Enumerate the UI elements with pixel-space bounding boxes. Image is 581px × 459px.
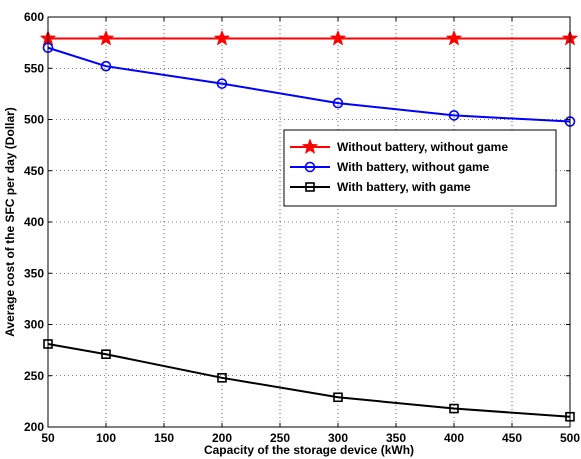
legend-marker-shape-0 [301,138,319,155]
data-point-series-0 [97,29,115,46]
series-lines [47,37,571,418]
y-tick-label: 200 [24,420,44,434]
data-point-series-1 [100,60,112,72]
axis-ticks [47,16,571,428]
legend-label-series-0: Without battery, without game [337,140,508,154]
legend-marker-series-0 [301,138,319,155]
legend: Without battery, without game With batte… [283,129,557,207]
y-tick-label: 450 [24,164,44,178]
y-tick-label: 350 [24,266,44,280]
data-point-series-0 [445,29,463,46]
y-tick-label: 300 [24,318,44,332]
x-tick-label: 100 [96,431,116,445]
data-point-series-2 [333,392,343,403]
data-point-series-1 [216,78,228,89]
legend-marker-series-1 [304,161,316,173]
y-tick-label: 550 [24,61,44,75]
y-tick-label: 600 [24,10,44,24]
series-line-1 [47,46,571,123]
legend-label-series-2: With battery, with game [337,180,471,194]
data-point-series-1 [448,110,460,121]
data-point-series-2 [449,403,459,414]
y-tick-label: 400 [24,215,44,229]
data-point-series-2 [217,372,227,383]
legend-marker-shape-1 [304,161,316,173]
data-point-series-1 [332,97,344,109]
legend-marker-shape-2 [305,182,315,192]
y-tick-labels: 200 250 300 350 400 450 500 550 600 [24,10,44,434]
y-tick-label: 500 [24,113,44,127]
x-tick-label: 250 [270,431,290,445]
data-point-series-0 [329,29,347,46]
legend-label-series-1: With battery, without game [337,160,490,174]
x-tick-label: 50 [41,431,55,445]
x-tick-label: 400 [444,431,464,445]
x-tick-label: 450 [502,431,522,445]
data-point-series-2 [101,349,111,360]
y-tick-label: 250 [24,369,44,383]
x-tick-label: 350 [386,431,406,445]
x-tick-label: 150 [154,431,174,445]
x-tick-label: 200 [212,431,232,445]
data-point-series-0 [213,29,231,46]
x-tick-label: 300 [328,431,348,445]
y-axis-label: Average cost of the SFC per day (Dollar) [3,107,17,337]
x-axis-label: Capacity of the storage device (kWh) [204,443,414,457]
series-line-2 [47,342,571,418]
legend-marker-series-2 [305,182,315,192]
x-tick-label: 500 [560,431,580,445]
x-tick-labels: 50 100 150 200 250 300 350 400 450 500 [41,431,580,445]
